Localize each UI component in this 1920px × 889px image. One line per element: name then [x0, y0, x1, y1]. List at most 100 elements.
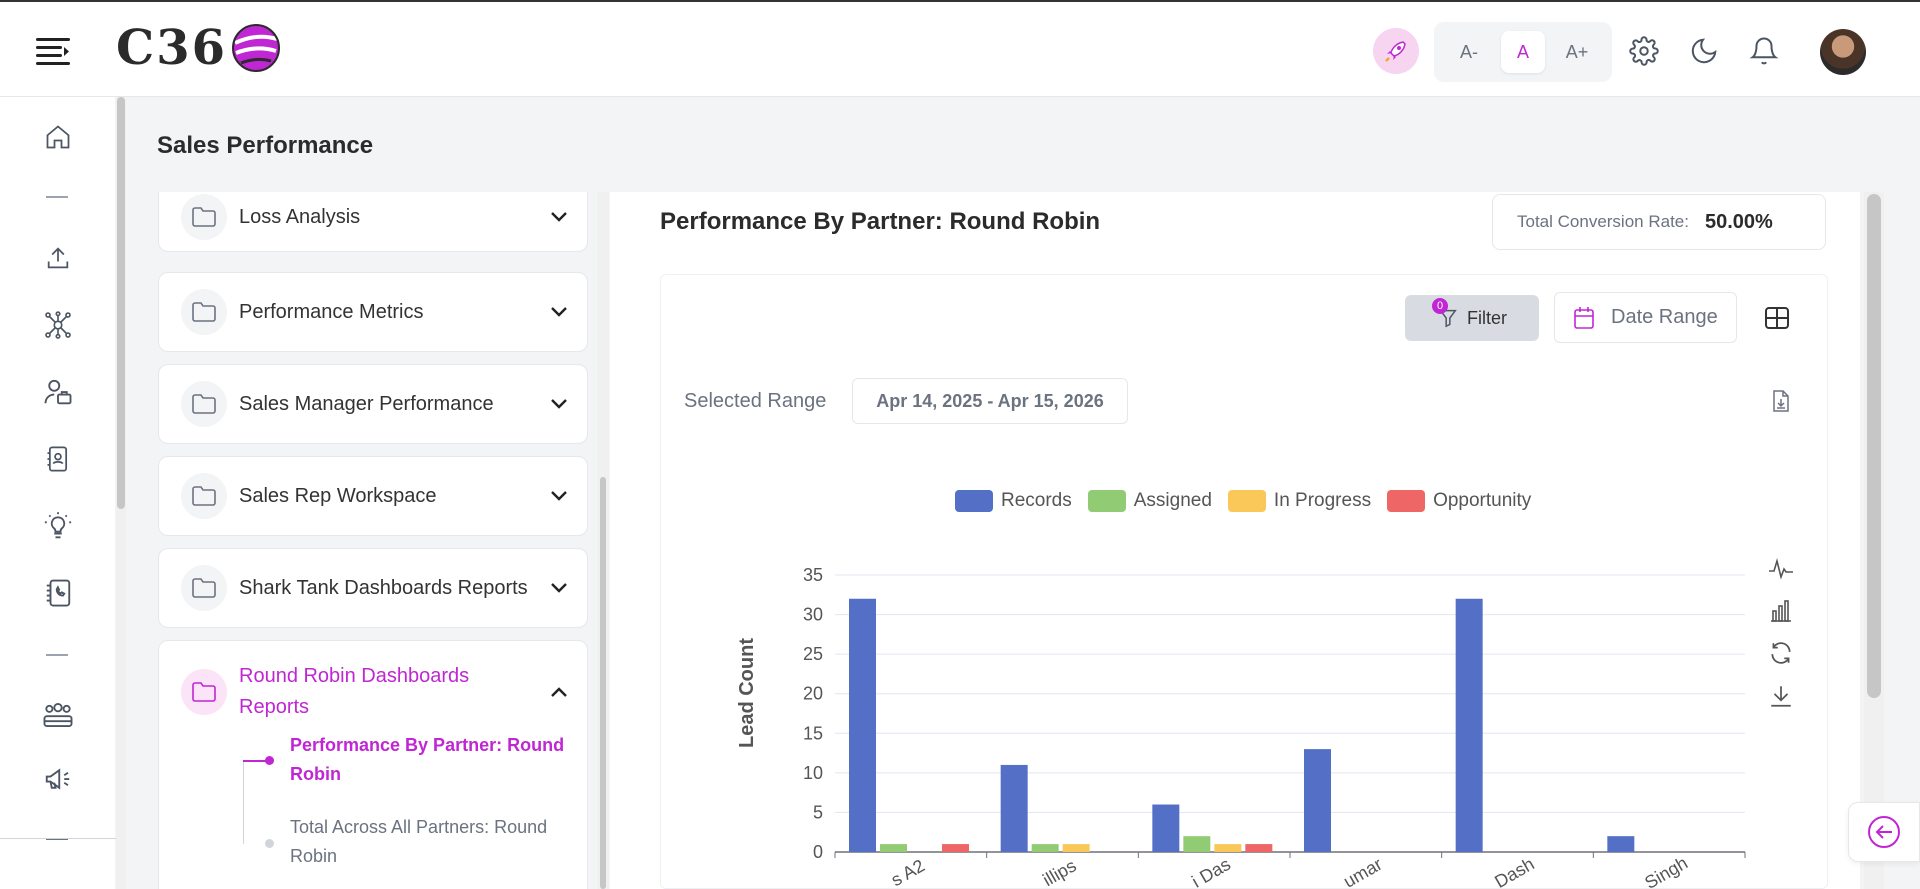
folder-label-line: Reports [239, 696, 310, 718]
legend-label: In Progress [1273, 490, 1372, 511]
x-tick-label: i Das [1188, 854, 1234, 889]
moon-icon[interactable] [1687, 34, 1721, 68]
folder-icon [181, 473, 227, 519]
save-image-icon[interactable] [1766, 681, 1796, 711]
layout-grid-icon[interactable] [1760, 301, 1794, 335]
chevron-down-icon[interactable] [547, 392, 571, 416]
sidebar-scroll-thumb[interactable] [117, 97, 125, 509]
report-link-line: Performance By Partner: Round [290, 735, 565, 755]
chevron-down-icon[interactable] [547, 300, 571, 324]
menu-toggle-icon[interactable] [36, 36, 70, 66]
legend-swatch [1087, 490, 1126, 512]
bell-icon[interactable] [1747, 34, 1781, 68]
filter-label: Filter [1467, 307, 1507, 328]
folder-round-robin-reports[interactable]: Round Robin Dashboards Reports [158, 640, 588, 889]
folder-sales-rep-workspace[interactable]: Sales Rep Workspace [158, 456, 588, 536]
home-icon[interactable] [40, 119, 76, 155]
folder-label: Round Robin Dashboards Reports [239, 661, 547, 723]
x-tick-label: illips [1039, 855, 1079, 889]
rocket-icon [1385, 41, 1406, 62]
bar-assigned [880, 844, 907, 852]
folder-list-scrollbar[interactable] [597, 192, 609, 889]
gear-icon[interactable] [1627, 34, 1661, 68]
filter-button[interactable]: Filter [1405, 295, 1539, 341]
user-avatar[interactable] [1820, 29, 1866, 75]
logo-sphere-icon [232, 24, 280, 72]
network-icon[interactable] [40, 307, 76, 343]
main-scroll-thumb[interactable] [1867, 194, 1881, 698]
megaphone-icon[interactable] [40, 761, 76, 797]
conversion-rate-box: Total Conversion Rate: 50.00% [1492, 194, 1826, 250]
bar-records [849, 598, 876, 852]
report-link-total-across-partners[interactable]: Total Across All Partners: Round Robin [290, 813, 580, 871]
folder-performance-metrics[interactable]: Performance Metrics [158, 272, 588, 352]
team-icon[interactable] [40, 697, 76, 733]
folder-sales-manager-performance[interactable]: Sales Manager Performance [158, 364, 588, 444]
bar-assigned [1031, 844, 1059, 852]
y-tick-label: 35 [803, 565, 823, 585]
conversion-rate-value: 50.00% [1704, 210, 1773, 233]
legend-swatch [1387, 490, 1426, 512]
lightbulb-icon[interactable] [40, 508, 76, 544]
folder-loss-analysis[interactable]: Loss Analysis [158, 192, 588, 252]
legend-item-in-progress[interactable]: In Progress [1227, 490, 1372, 512]
folder-label: Shark Tank Dashboards Reports [239, 576, 528, 599]
font-default-button[interactable]: A [1501, 31, 1545, 73]
brand-logo[interactable]: C36 [116, 20, 281, 76]
rocket-button[interactable] [1373, 28, 1419, 74]
report-link-line: Robin [290, 846, 338, 866]
user-group-icon[interactable] [40, 374, 76, 410]
bar-records [1000, 764, 1028, 852]
bar-chart-toggle-icon[interactable] [1766, 596, 1796, 626]
font-decrease-button[interactable]: A- [1460, 41, 1478, 62]
main-scrollbar[interactable] [1864, 192, 1884, 889]
filter-icon [1439, 309, 1457, 328]
x-tick-label: Singh [1641, 853, 1691, 889]
bar-in-progress [1062, 844, 1090, 852]
y-tick-label: 15 [803, 723, 823, 743]
folder-shark-tank-reports[interactable]: Shark Tank Dashboards Reports [158, 548, 588, 628]
tree-connector [243, 760, 244, 844]
y-tick-label: 25 [803, 644, 823, 664]
folder-open-icon [181, 669, 227, 715]
folder-label: Sales Manager Performance [239, 392, 494, 415]
sidebar-divider [46, 654, 68, 656]
selected-range-value: Apr 14, 2025 - Apr 15, 2026 [852, 378, 1128, 424]
back-button[interactable] [1848, 802, 1920, 862]
export-document-icon[interactable] [1768, 388, 1794, 414]
phone-book-icon[interactable] [40, 575, 76, 611]
legend-item-assigned[interactable]: Assigned [1087, 490, 1212, 512]
chevron-down-icon[interactable] [547, 205, 571, 229]
contact-card-icon[interactable] [40, 441, 76, 477]
chevron-down-icon[interactable] [547, 576, 571, 600]
report-link-line: Robin [290, 764, 341, 784]
bar-records [1304, 749, 1331, 852]
folder-icon [181, 194, 227, 240]
line-chart-toggle-icon[interactable] [1766, 553, 1796, 583]
legend-item-records[interactable]: Records [955, 490, 1072, 512]
chevron-down-icon[interactable] [547, 484, 571, 508]
legend-swatch [1227, 490, 1266, 512]
folder-icon [181, 565, 227, 611]
bar-assigned [1183, 836, 1211, 852]
page-title: Sales Performance [157, 132, 374, 159]
tree-dot-active [265, 756, 274, 765]
chevron-up-icon[interactable] [547, 680, 571, 704]
y-tick-label: 10 [803, 763, 823, 783]
bar-chart: 0 5 10 15 20 25 30 35 s A2 illips i Das umar Dash Sin… [803, 565, 1746, 889]
upload-icon[interactable] [40, 240, 76, 276]
folder-label: Loss Analysis [239, 205, 361, 228]
legend-item-opportunity[interactable]: Opportunity [1387, 490, 1531, 512]
legend-label: Records [1001, 490, 1072, 511]
x-tick-label: s A2 [888, 855, 928, 889]
folder-list-scroll-thumb[interactable] [600, 477, 606, 889]
report-link-performance-by-partner[interactable]: Performance By Partner: Round Robin [290, 731, 580, 789]
folder-icon [181, 381, 227, 427]
sidebar-divider [46, 838, 68, 840]
date-range-button[interactable]: Date Range [1554, 292, 1737, 343]
font-increase-button[interactable]: A+ [1565, 41, 1589, 62]
sidebar-bottom-border [0, 838, 125, 839]
folder-icon [181, 289, 227, 335]
restore-icon[interactable] [1766, 638, 1796, 668]
sidebar-scrollbar[interactable] [116, 97, 126, 889]
